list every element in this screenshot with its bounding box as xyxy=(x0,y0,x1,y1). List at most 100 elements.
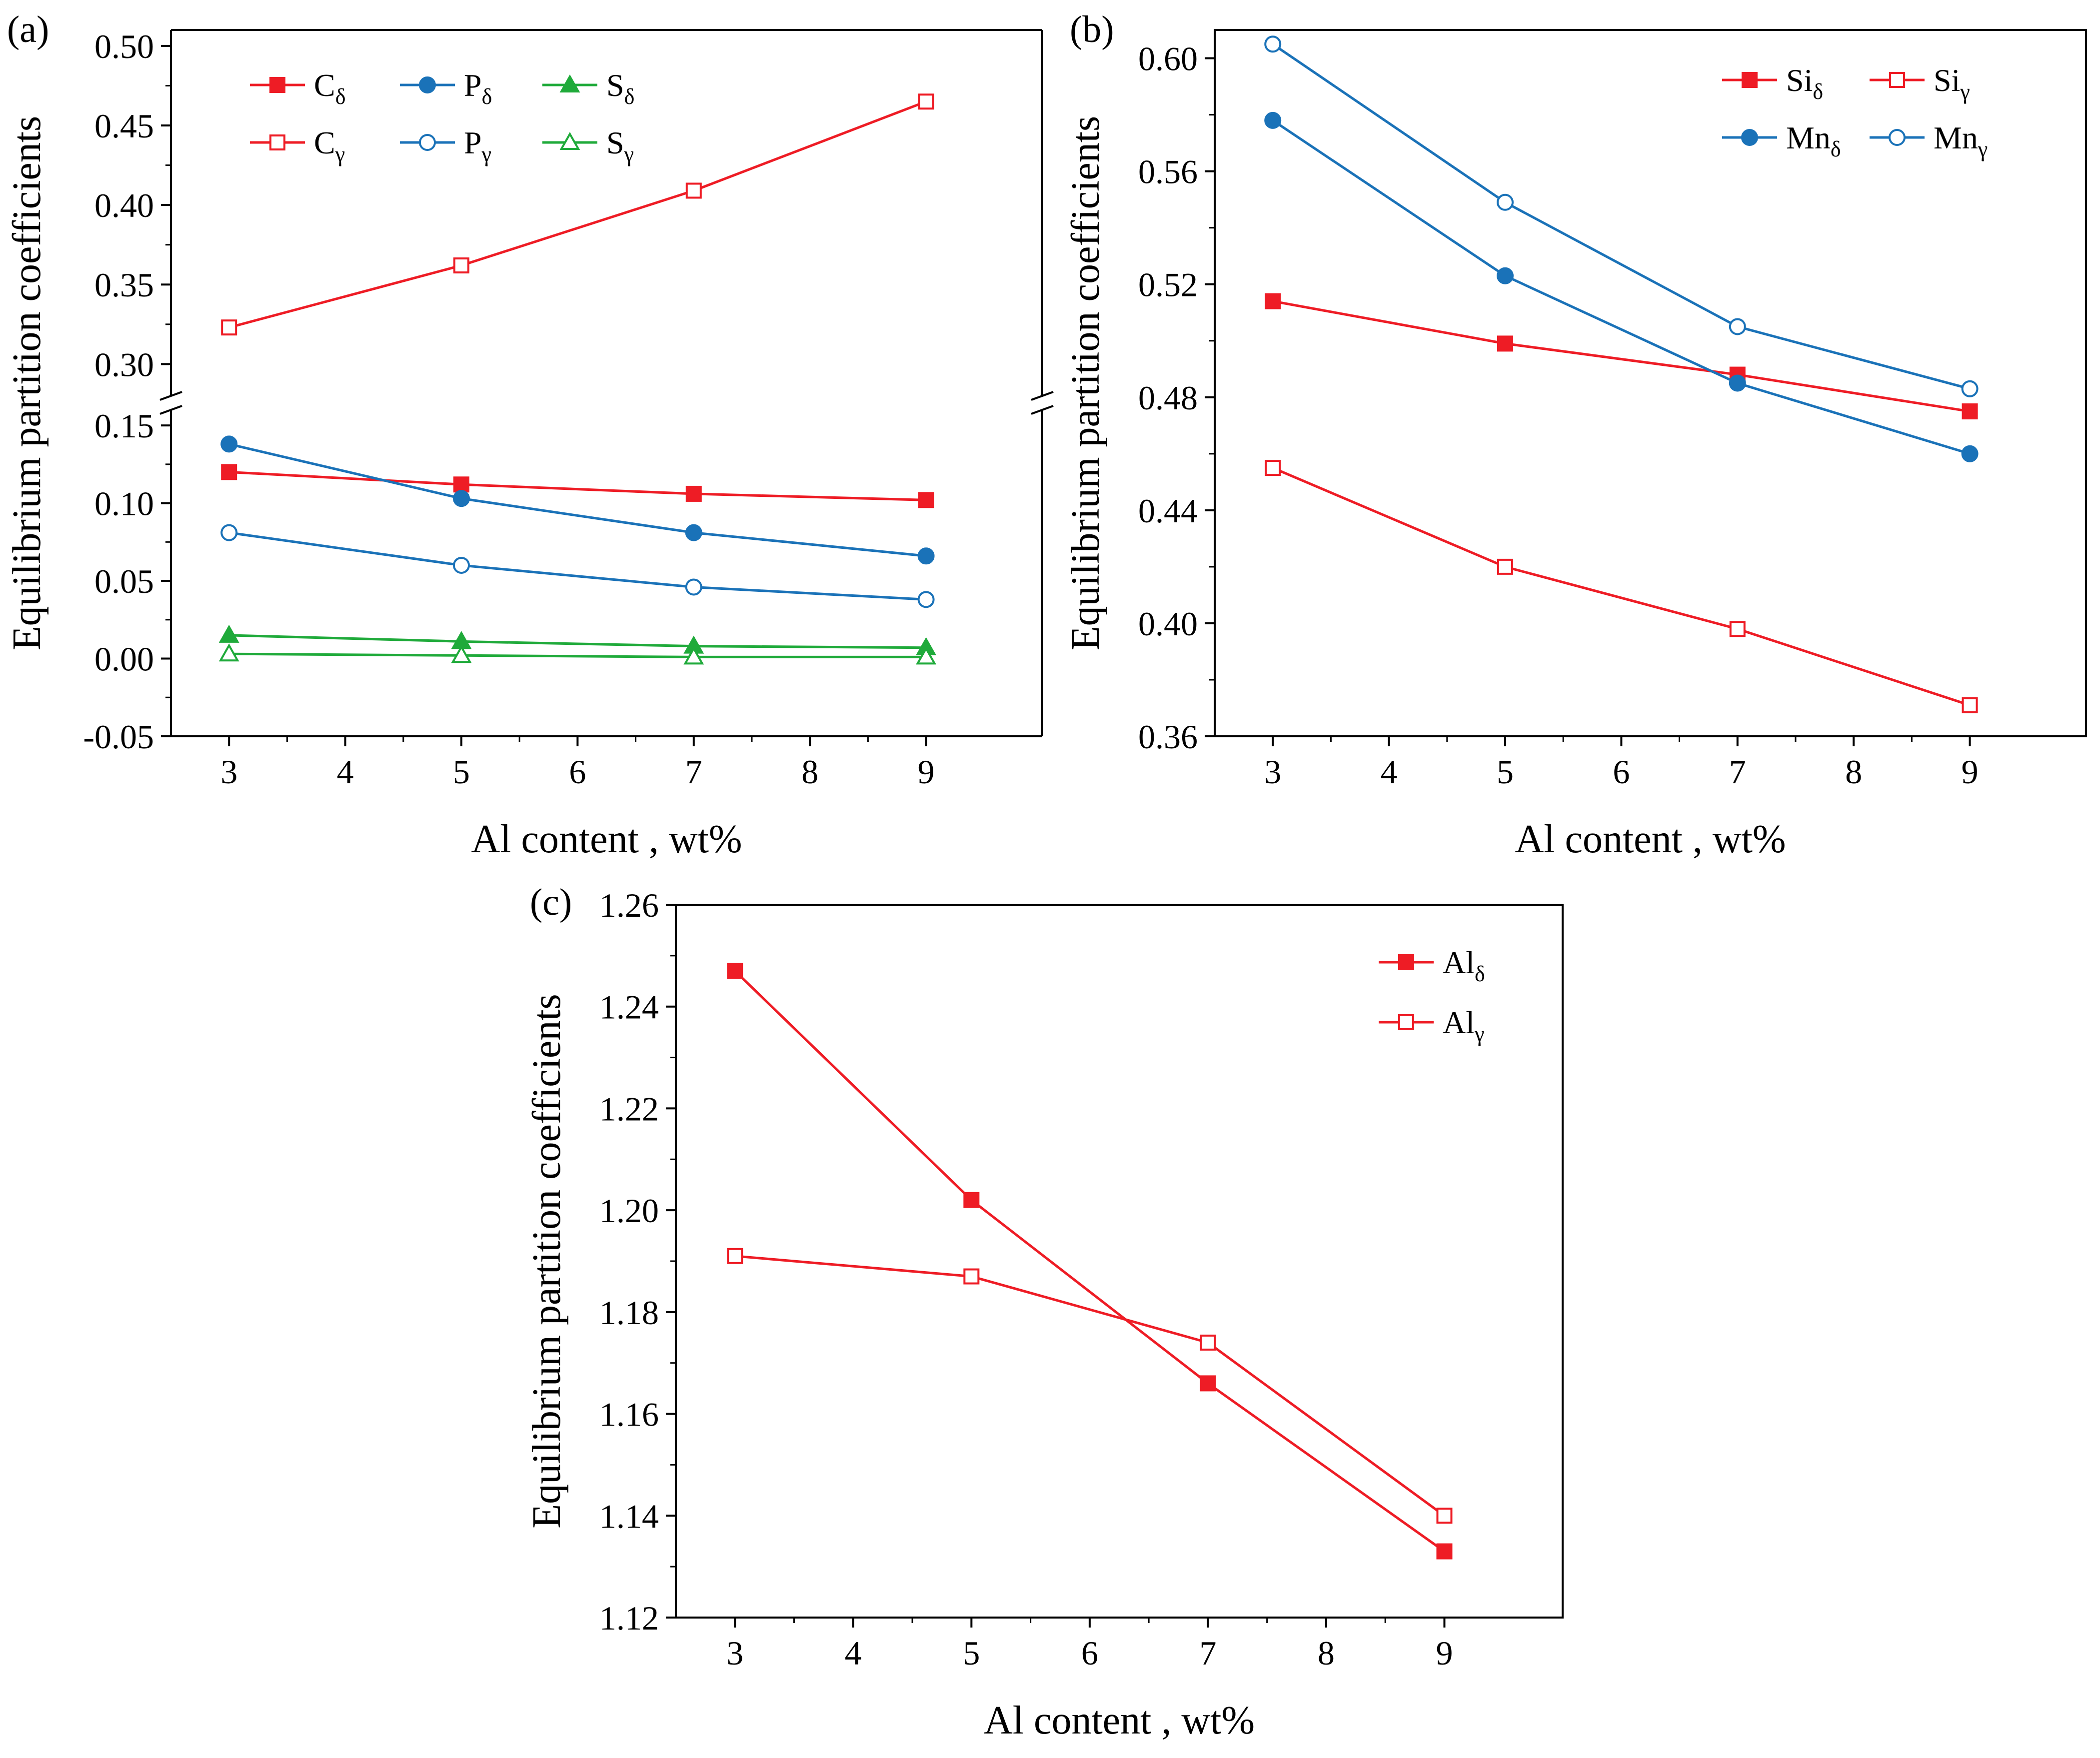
legend-name: Si xyxy=(1934,62,1960,98)
data-point xyxy=(1265,460,1281,476)
legend-subscript: δ xyxy=(624,84,635,109)
legend-entry: Alδ xyxy=(1379,945,1485,986)
y-tick-label: 0.45 xyxy=(94,107,154,145)
x-tick-label: 3 xyxy=(1264,753,1281,791)
y-tick-label: 0.40 xyxy=(1138,605,1198,643)
legend-entry: Sδ xyxy=(542,67,634,109)
legend-entry: Cγ xyxy=(250,125,345,166)
legend-label: Sγ xyxy=(606,125,634,166)
legend-entry: Alγ xyxy=(1379,1005,1484,1046)
legend-name: P xyxy=(464,67,482,103)
data-point xyxy=(918,492,934,508)
data-point xyxy=(221,319,237,336)
axis-break-mark xyxy=(1031,391,1054,401)
legend-marker xyxy=(1398,954,1414,970)
data-point xyxy=(1729,374,1746,392)
series-si-delta xyxy=(1265,293,1978,420)
data-point xyxy=(1264,35,1282,53)
data-point xyxy=(1264,111,1282,129)
series-line xyxy=(1272,466,1971,707)
data-point xyxy=(963,1268,980,1285)
data-point xyxy=(1729,621,1746,637)
y-axis-label: Equilibrium partition coefficients xyxy=(1064,116,1108,650)
y-tick-label: 0.52 xyxy=(1138,266,1198,304)
series-al-gamma xyxy=(727,1248,1453,1524)
legend-entry: Cδ xyxy=(250,67,345,109)
series-al-delta xyxy=(727,963,1453,1560)
series-si-gamma xyxy=(1265,460,1978,713)
legend-marker xyxy=(269,134,285,150)
y-tick-label: 0.50 xyxy=(94,27,154,65)
legend-entry: Siγ xyxy=(1870,62,1970,104)
data-point xyxy=(918,93,934,110)
x-tick-label: 6 xyxy=(569,753,586,791)
series-line xyxy=(1272,43,1971,390)
data-point xyxy=(916,646,937,665)
data-point xyxy=(220,435,238,453)
legend-name: S xyxy=(606,125,624,160)
x-tick-label: 5 xyxy=(1497,753,1514,791)
x-axis-label: Al content , wt% xyxy=(984,1699,1255,1743)
plot-frame xyxy=(1214,29,2087,737)
legend-label: Mnγ xyxy=(1934,120,1988,161)
series-line xyxy=(229,652,926,658)
x-tick-label: 5 xyxy=(963,1634,980,1672)
data-point xyxy=(683,646,704,665)
legend-name: S xyxy=(606,67,624,103)
legend-subscript: δ xyxy=(1475,962,1485,986)
x-tick-label: 4 xyxy=(337,753,354,791)
x-tick-label: 3 xyxy=(220,753,237,791)
legend-label: Alγ xyxy=(1443,1005,1484,1046)
series-line xyxy=(228,531,926,601)
data-point xyxy=(453,556,470,574)
data-point xyxy=(1961,380,1979,397)
panel-label: (a) xyxy=(7,8,49,50)
data-point xyxy=(220,524,238,541)
x-axis-label: Al content , wt% xyxy=(1515,817,1786,861)
axis-break-mark xyxy=(159,391,182,401)
data-point xyxy=(685,485,702,502)
data-point xyxy=(685,524,702,541)
data-point xyxy=(1265,293,1281,309)
x-tick-label: 8 xyxy=(1845,753,1862,791)
data-point xyxy=(1497,193,1514,211)
legend-label: Cδ xyxy=(314,67,345,109)
series-line xyxy=(229,634,926,649)
series-mn-gamma xyxy=(1264,35,1979,397)
legend-marker xyxy=(419,134,436,151)
y-tick-label: 1.18 xyxy=(599,1294,659,1332)
series-line xyxy=(228,442,926,557)
x-tick-label: 7 xyxy=(685,753,702,791)
legend-name: Al xyxy=(1443,945,1475,980)
y-tick-label: 0.44 xyxy=(1138,492,1198,530)
data-point xyxy=(1497,267,1514,284)
legend-label: Siγ xyxy=(1934,62,1970,104)
legend-label: Sδ xyxy=(606,67,634,109)
legend-marker xyxy=(559,131,580,150)
y-tick-label: 0.35 xyxy=(94,266,154,304)
y-tick-label: 0.60 xyxy=(1138,40,1198,78)
panel-label: (c) xyxy=(530,881,572,923)
x-axis-label: Al content , wt% xyxy=(471,817,742,861)
legend-entry: Pγ xyxy=(400,125,491,166)
y-tick-label: 1.22 xyxy=(599,1090,659,1128)
legend-subscript: γ xyxy=(1474,1022,1484,1046)
data-point xyxy=(917,591,935,608)
data-point xyxy=(1497,558,1513,575)
panel-label: (b) xyxy=(1070,8,1114,50)
x-tick-label: 7 xyxy=(1199,1634,1216,1672)
x-tick-label: 6 xyxy=(1613,753,1630,791)
data-point xyxy=(453,490,470,507)
legend-entry: Pδ xyxy=(400,67,492,109)
data-point xyxy=(963,1192,980,1208)
x-tick-label: 5 xyxy=(453,753,470,791)
axis-break-mark xyxy=(1031,405,1054,415)
y-tick-label: 0.10 xyxy=(94,485,154,523)
legend-name: Mn xyxy=(1786,120,1831,155)
series-mn-delta xyxy=(1264,111,1979,462)
y-tick-label: 0.00 xyxy=(94,640,154,678)
